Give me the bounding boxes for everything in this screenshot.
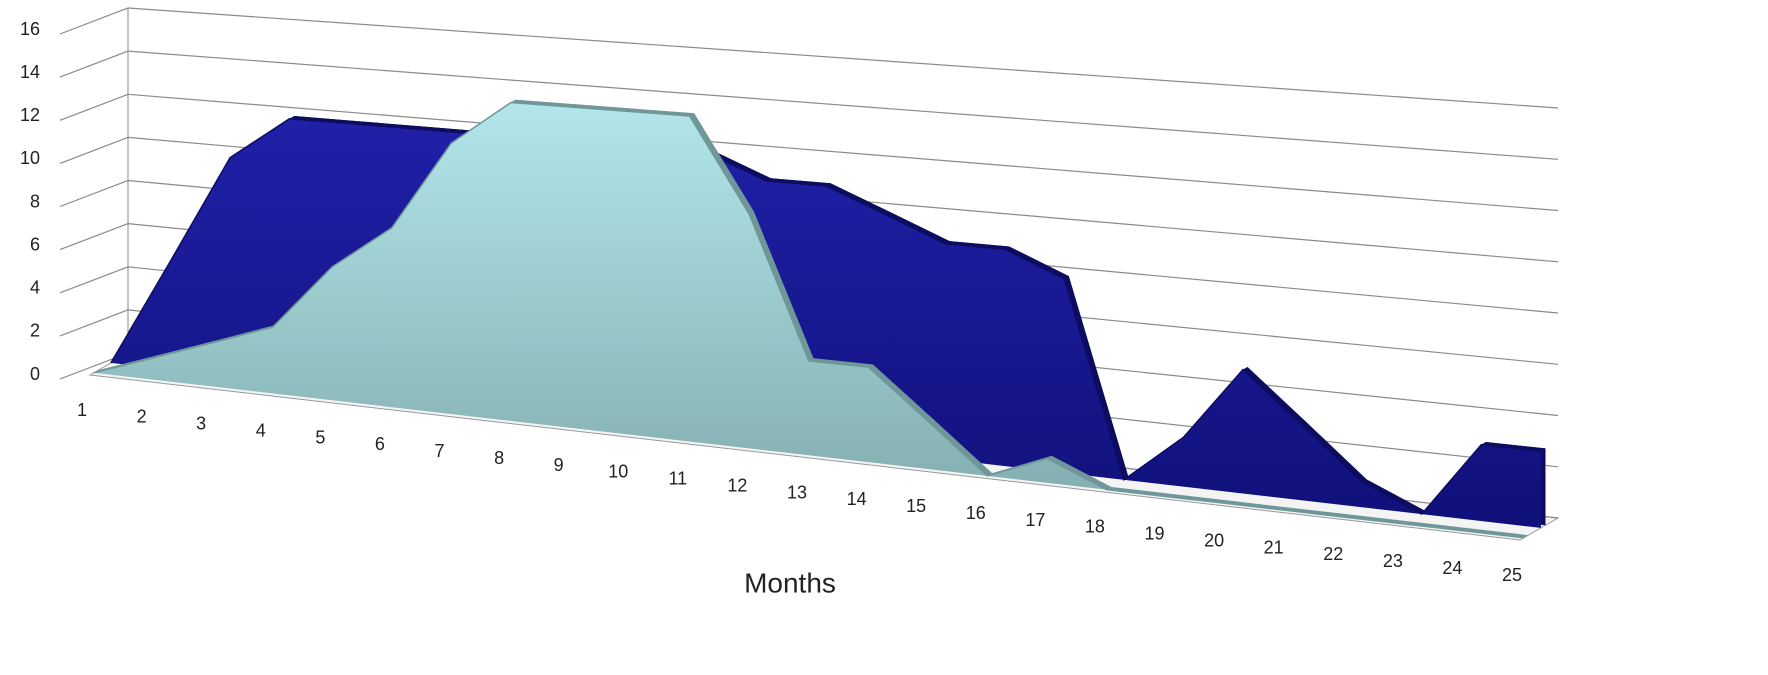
y-tick-label: 4: [30, 278, 40, 298]
x-tick-label: 16: [966, 503, 986, 523]
area-ridge: [1243, 367, 1308, 426]
x-tick-label: 13: [787, 482, 807, 502]
area-ridge: [1166, 493, 1231, 504]
area-ridge: [928, 418, 993, 476]
x-tick-label: 4: [256, 420, 266, 440]
x-tick-label: 6: [375, 434, 385, 454]
area-ridge: [630, 108, 695, 116]
area-ridge: [749, 211, 814, 361]
area-ridge: [570, 104, 635, 112]
x-tick-label: 8: [494, 448, 504, 468]
area-ridge: [808, 358, 873, 368]
x-tick-label: 11: [668, 469, 687, 489]
area-ridge: [1047, 455, 1112, 490]
x-tick-label: 14: [847, 489, 867, 509]
area-ridge: [1404, 521, 1469, 531]
area-ridge: [1481, 442, 1546, 451]
area-ridge: [689, 113, 754, 215]
area-ridge: [868, 364, 933, 422]
grid-line: [59, 7, 1559, 109]
x-tick-label: 3: [196, 414, 206, 434]
area-ridge: [349, 120, 414, 129]
area-ridge: [1225, 500, 1290, 511]
x-tick-label: 19: [1144, 524, 1164, 544]
x-tick-label: 9: [554, 455, 564, 475]
x-tick-label: 17: [1025, 510, 1045, 530]
x-tick-label: 23: [1383, 551, 1403, 571]
area-ridge: [766, 178, 831, 186]
area-ridge: [1302, 422, 1367, 483]
area-ridge: [885, 212, 950, 244]
area-ridge: [1362, 479, 1427, 515]
x-tick-label: 2: [137, 407, 147, 427]
y-tick-label: 16: [20, 19, 40, 39]
y-tick-label: 14: [20, 62, 40, 82]
area-ridge: [706, 149, 771, 181]
y-tick-label: 10: [20, 148, 40, 168]
x-tick-label: 12: [727, 475, 747, 495]
area-ridge: [1064, 276, 1129, 480]
x-tick-label: 24: [1442, 558, 1462, 578]
x-tick-label: 15: [906, 496, 926, 516]
x-tick-label: 1: [77, 400, 87, 420]
area-line: [93, 101, 1524, 539]
area-line: [110, 117, 1541, 516]
area-ridge: [1285, 507, 1350, 518]
x-tick-label: 22: [1323, 544, 1343, 564]
x-tick-label: 20: [1204, 530, 1224, 550]
area-fill: [93, 102, 1524, 538]
area-ridge: [825, 183, 890, 215]
x-tick-label: 10: [608, 462, 628, 482]
area-ridge: [289, 116, 354, 124]
area-ridge: [510, 99, 575, 107]
y-tick-label: 8: [30, 191, 40, 211]
area-ridge: [1004, 246, 1069, 279]
x-tick-label: 25: [1502, 565, 1522, 585]
area-ridge: [1464, 528, 1529, 538]
y-tick-label: 0: [30, 364, 40, 384]
area-ridge: [1345, 514, 1410, 524]
x-axis-title: Months: [744, 567, 836, 598]
y-tick-label: 2: [30, 321, 40, 341]
x-tick-label: 5: [315, 427, 325, 447]
x-tick-label: 7: [434, 441, 444, 461]
area-ridge: [945, 241, 1010, 250]
y-tick-label: 6: [30, 234, 40, 254]
y-tick-label: 12: [20, 105, 40, 125]
x-tick-label: 18: [1085, 517, 1105, 537]
area-ridge: [1106, 487, 1171, 497]
area-ridge: [408, 125, 473, 134]
x-tick-label: 21: [1264, 537, 1284, 557]
